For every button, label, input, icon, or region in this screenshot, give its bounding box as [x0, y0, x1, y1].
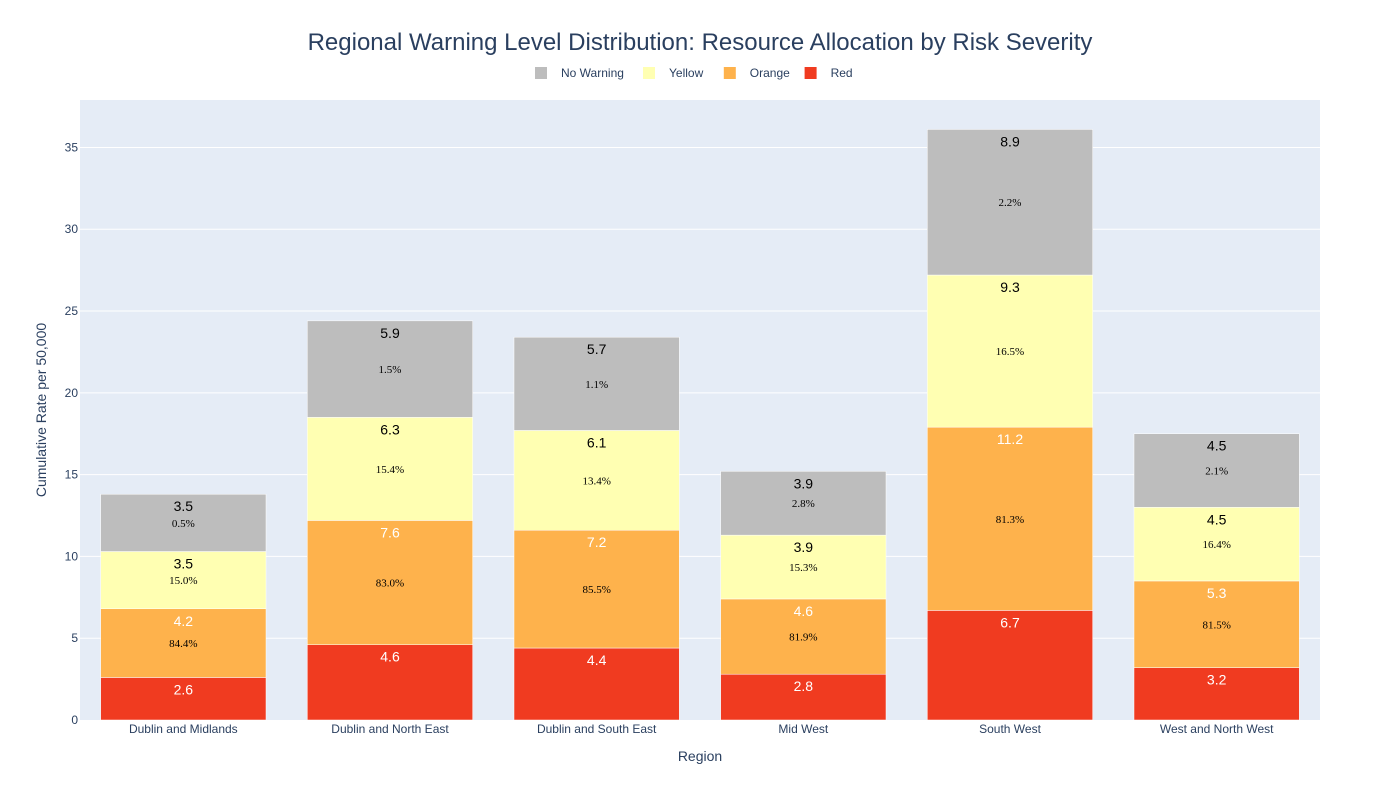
bar-segment-yellow — [927, 274, 1093, 428]
bar-value-label: 3.9 — [794, 475, 814, 491]
y-tick-label: 15 — [65, 468, 79, 482]
percentage-annotation: 1.1% — [585, 379, 608, 391]
gridlines — [80, 146, 1320, 639]
percentage-annotation: 15.0% — [169, 575, 197, 587]
bar-segment-yellow — [307, 417, 473, 521]
bar-segment-orange — [720, 598, 887, 675]
bar-segment-no-warning — [513, 336, 680, 431]
percentage-annotation: 84.4% — [169, 638, 197, 650]
y-tick-label: 20 — [65, 386, 79, 400]
bar-segment-no-warning — [927, 129, 1093, 276]
y-tick-label: 10 — [65, 549, 79, 563]
legend: No Warning Yellow Orange Red — [535, 66, 853, 80]
bar-value-label: 3.9 — [794, 539, 814, 555]
bar-value-label: 2.8 — [794, 678, 814, 694]
percentage-annotation: 85.5% — [582, 584, 610, 596]
bar-value-label: 2.6 — [174, 681, 194, 697]
bar-value-label: 3.5 — [174, 556, 194, 572]
bar-segment-no-warning — [720, 471, 887, 536]
percentage-annotation: 83.0% — [376, 578, 404, 590]
bar-segment-orange — [927, 426, 1093, 611]
percentage-annotation: 81.9% — [789, 632, 817, 644]
bar-segment-orange — [513, 529, 680, 649]
legend-swatch — [643, 67, 655, 79]
bar-segment-red — [1133, 667, 1300, 721]
x-tick-label: Dublin and South East — [537, 722, 657, 736]
legend-label: Yellow — [669, 66, 704, 80]
percentage-annotation: 15.3% — [789, 562, 817, 574]
bar-segment-red — [307, 644, 473, 721]
bar-value-label: 9.3 — [1000, 279, 1020, 295]
bar-value-label: 5.7 — [587, 341, 607, 357]
bar-segment-no-warning — [1133, 433, 1300, 508]
bar-segment-red — [927, 610, 1093, 721]
percentage-annotation: 81.5% — [1202, 619, 1230, 631]
y-axis-ticks: 0 5 10 15 20 25 30 35 — [65, 140, 79, 727]
chart-title: Regional Warning Level Distribution: Res… — [308, 29, 1093, 56]
percentage-annotation: 2.8% — [792, 498, 815, 510]
bar-value-label: 4.5 — [1207, 511, 1227, 527]
bar-value-label: 7.6 — [380, 524, 400, 540]
bar-value-label: 5.9 — [380, 325, 400, 341]
y-axis-title: Cumulative Rate per 50,000 — [33, 323, 49, 498]
legend-label: No Warning — [561, 66, 624, 80]
y-tick-label: 0 — [71, 713, 78, 727]
legend-label: Red — [831, 66, 853, 80]
y-tick-label: 25 — [65, 304, 79, 318]
x-tick-label: Mid West — [778, 722, 828, 736]
bar-segment-no-warning — [100, 493, 267, 552]
bar-segment-orange — [307, 520, 473, 645]
x-tick-label: Dublin and Midlands — [129, 722, 238, 736]
bar-segment-orange — [1133, 580, 1300, 668]
bar-value-label: 3.2 — [1207, 672, 1227, 688]
percentage-annotation: 1.5% — [379, 364, 402, 376]
bar-value-label: 5.3 — [1207, 585, 1227, 601]
bar-segment-yellow — [720, 534, 887, 600]
legend-swatch — [804, 67, 817, 79]
legend-swatch — [535, 67, 547, 79]
bars: 2.6 4.2 3.5 3.5 84.4% 15.0% 0.5% 4.6 7.6 6.3 5.9 83… — [100, 129, 1300, 721]
x-tick-label: South West — [979, 722, 1041, 736]
bar-segment-red — [720, 673, 887, 721]
percentage-annotation: 0.5% — [172, 518, 195, 530]
bar-value-label: 4.5 — [1207, 438, 1227, 454]
bar-segment-no-warning — [307, 320, 473, 418]
percentage-annotation: 15.4% — [376, 464, 404, 476]
bar-value-label: 6.3 — [380, 421, 400, 437]
legend-label: Orange — [750, 66, 790, 80]
x-axis-ticks: Dublin and Midlands Dublin and North East… — [129, 722, 1274, 736]
plot-area — [80, 100, 1320, 720]
percentage-annotation: 2.2% — [999, 197, 1022, 209]
percentage-annotation: 81.3% — [996, 514, 1024, 526]
y-tick-label: 35 — [65, 140, 79, 154]
percentage-annotation: 2.1% — [1205, 466, 1228, 478]
bar-value-label: 6.1 — [587, 434, 607, 450]
bar-value-label: 4.6 — [380, 649, 400, 665]
bar-value-label: 4.2 — [174, 613, 194, 629]
bar-value-label: 8.9 — [1000, 133, 1020, 149]
bar-value-label: 3.5 — [174, 498, 194, 514]
bar-value-label: 7.2 — [587, 534, 607, 550]
bar-segment-yellow — [100, 551, 267, 610]
legend-swatch — [723, 67, 736, 79]
percentage-annotation: 13.4% — [582, 475, 610, 487]
bar-segment-yellow — [513, 430, 680, 531]
x-tick-label: Dublin and North East — [331, 722, 449, 736]
percentage-annotation: 16.5% — [996, 346, 1024, 358]
x-tick-label: West and North West — [1160, 722, 1274, 736]
bar-segment-red — [513, 647, 680, 721]
y-tick-label: 30 — [65, 222, 79, 236]
bar-segment-orange — [100, 608, 267, 678]
bar-segment-yellow — [1133, 507, 1300, 582]
x-axis-title: Region — [678, 748, 722, 764]
bar-value-label: 6.7 — [1000, 614, 1020, 630]
bar-value-label: 4.6 — [794, 603, 814, 619]
bar-value-label: 4.4 — [587, 652, 607, 668]
y-tick-label: 5 — [71, 631, 78, 645]
bar-value-label: 11.2 — [997, 431, 1023, 447]
percentage-annotation: 16.4% — [1202, 539, 1230, 551]
